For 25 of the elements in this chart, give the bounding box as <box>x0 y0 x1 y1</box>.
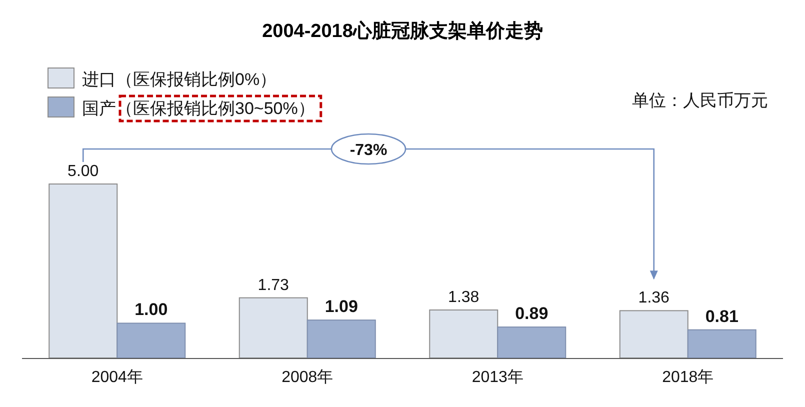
data-label: 1.09 <box>324 297 358 316</box>
bar <box>497 326 566 358</box>
text: 单位：人民币万元 <box>632 91 768 110</box>
data-label: 1.38 <box>448 288 480 306</box>
data-label: 1.00 <box>134 300 168 320</box>
bar <box>306 320 376 358</box>
data-label: 1.73 <box>258 276 290 294</box>
bar <box>429 309 498 358</box>
legend-label: 进口（医保报销比例0%） <box>82 70 277 89</box>
legend-label: 国产（医保报销比例30~50%） <box>82 99 315 118</box>
x-tick-label: 2004年 <box>91 369 143 386</box>
data-label: 5.00 <box>68 163 99 180</box>
x-tick-label: 2018年 <box>662 369 714 386</box>
bar <box>48 184 118 358</box>
bar <box>687 329 756 358</box>
chart-title: 2004-2018心脏冠脉支架单价走势 <box>262 20 543 42</box>
bar <box>238 297 308 358</box>
text: -73% <box>350 142 388 159</box>
data-label: 0.89 <box>515 304 548 324</box>
x-tick-label: 2008年 <box>282 369 334 386</box>
bar <box>619 310 688 358</box>
data-label: 0.81 <box>705 306 738 326</box>
bar <box>116 322 186 358</box>
x-tick-label: 2013年 <box>472 369 524 386</box>
data-label: 1.36 <box>638 290 670 307</box>
